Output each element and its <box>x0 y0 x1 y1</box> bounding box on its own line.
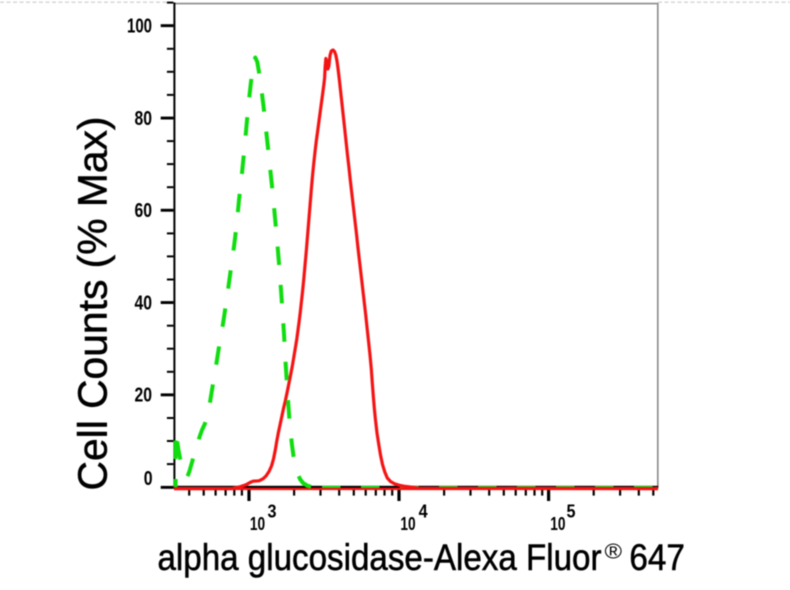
svg-text:10: 10 <box>400 514 415 534</box>
svg-text:20: 20 <box>135 385 153 407</box>
svg-text:647: 647 <box>629 537 685 578</box>
svg-text:100: 100 <box>127 16 152 38</box>
svg-text:4: 4 <box>419 501 428 521</box>
svg-text:0: 0 <box>144 468 153 490</box>
svg-text:80: 80 <box>135 108 153 130</box>
svg-text:Cell Counts (% Max): Cell Counts (% Max) <box>70 117 116 491</box>
svg-text:5: 5 <box>567 501 576 521</box>
svg-text:3: 3 <box>268 501 277 521</box>
svg-text:60: 60 <box>135 200 153 222</box>
svg-text:40: 40 <box>135 292 153 314</box>
svg-text:10: 10 <box>250 514 265 534</box>
svg-text:alpha glucosidase-Alexa Fluor: alpha glucosidase-Alexa Fluor <box>158 537 602 578</box>
svg-text:®: ® <box>605 540 623 564</box>
svg-text:10: 10 <box>550 514 565 534</box>
